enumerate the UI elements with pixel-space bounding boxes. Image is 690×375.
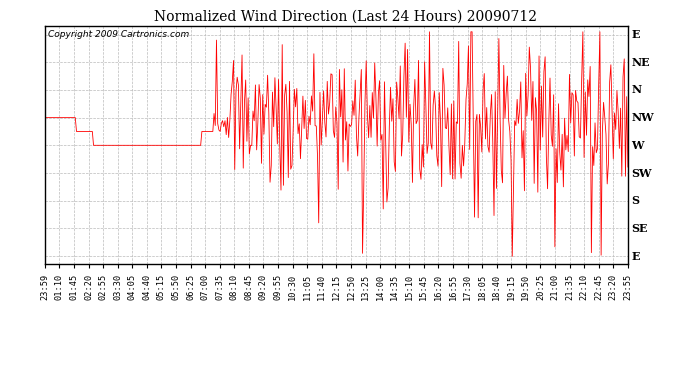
Text: E: E [631, 251, 640, 262]
Text: Copyright 2009 Cartronics.com: Copyright 2009 Cartronics.com [48, 30, 189, 39]
Text: S: S [631, 195, 640, 206]
Text: E: E [631, 29, 640, 40]
Text: NE: NE [631, 57, 650, 68]
Text: SE: SE [631, 223, 648, 234]
Text: Normalized Wind Direction (Last 24 Hours) 20090712: Normalized Wind Direction (Last 24 Hours… [153, 9, 537, 23]
Text: SW: SW [631, 168, 652, 178]
Text: W: W [631, 140, 644, 151]
Text: N: N [631, 84, 642, 95]
Text: NW: NW [631, 112, 654, 123]
